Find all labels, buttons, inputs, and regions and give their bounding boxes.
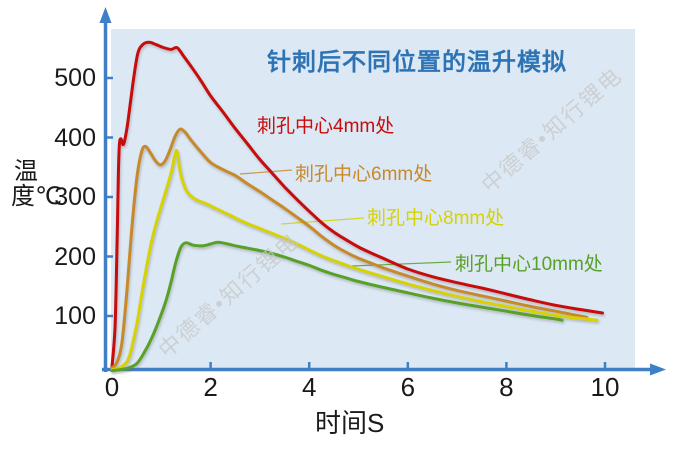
legend-leader-lines (239, 169, 452, 267)
y-tick-label-300: 300 (54, 183, 96, 211)
y-tick-label-500: 500 (54, 64, 96, 92)
x-tick-label-8: 8 (499, 372, 514, 402)
curve-6mm (110, 127, 589, 370)
x-tick-label-2: 2 (203, 372, 218, 402)
y-tick-label-200: 200 (54, 242, 96, 271)
x-tick-label-6: 6 (400, 372, 416, 402)
x-tick-label-10: 10 (590, 372, 620, 402)
curves (110, 40, 604, 373)
x-axis-title: 时间S (315, 408, 385, 438)
series-label-8mm: 刺孔中心8mm处 (367, 208, 505, 229)
y-axis-title: 温度℃ (11, 158, 62, 211)
axis-ticks (105, 76, 607, 369)
x-axis-arrow-icon (650, 363, 666, 376)
y-axis-arrow-icon (99, 7, 112, 23)
series-label-6mm: 刺孔中心6mm处 (295, 164, 433, 185)
leader-line-8mm (280, 217, 365, 225)
curve-10mm (110, 240, 564, 373)
leader-line-10mm (351, 261, 452, 267)
y-tick-label-100: 100 (54, 302, 96, 330)
curve-8mm (110, 148, 599, 372)
curve-4mm (110, 40, 604, 369)
x-tick-label-4: 4 (301, 372, 317, 402)
series-label-10mm: 刺孔中心10mm处 (455, 254, 603, 275)
chart-title: 针刺后不同位置的温升模拟 (267, 49, 567, 76)
y-tick-label-400: 400 (54, 123, 96, 152)
series-label-4mm: 刺孔中心4mm处 (257, 116, 395, 137)
leader-line-6mm (239, 169, 293, 175)
x-tick-label-0: 0 (104, 372, 120, 402)
